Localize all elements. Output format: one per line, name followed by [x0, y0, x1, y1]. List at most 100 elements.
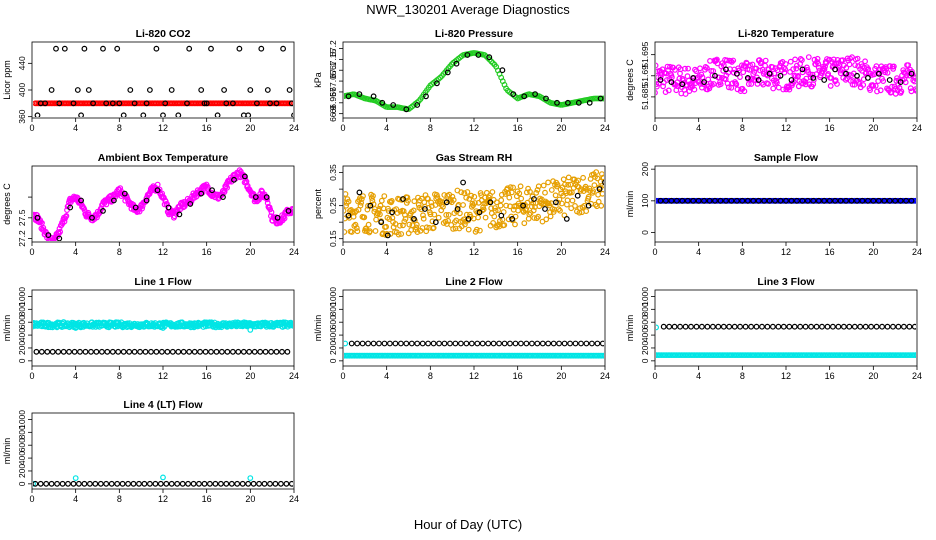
data-point	[348, 340, 355, 347]
x-tick-label: 12	[158, 247, 168, 257]
data-point	[344, 229, 348, 235]
data-point	[378, 219, 385, 226]
data-point	[906, 323, 913, 330]
data-point	[139, 205, 146, 212]
x-tick-label: 0	[29, 371, 34, 381]
y-tick-label: 66.95	[328, 92, 338, 114]
x-tick-label: 0	[29, 494, 34, 504]
plot-frame	[654, 165, 918, 243]
data-point	[256, 480, 263, 487]
data-point	[432, 219, 439, 226]
data-point	[160, 112, 166, 117]
data-point	[188, 198, 195, 205]
data-point	[196, 480, 202, 487]
data-point	[463, 194, 470, 201]
data-point	[712, 197, 718, 204]
data-point	[381, 193, 388, 200]
data-point	[873, 323, 880, 330]
data-point	[354, 228, 361, 235]
data-point	[474, 340, 481, 347]
data-point	[492, 207, 499, 214]
data-point	[750, 197, 757, 204]
data-point	[410, 207, 417, 214]
data-point	[127, 87, 134, 93]
panel-7: Line 2 Flow ml/min 0 4 8 12 16 20 24 0 20040060080…	[313, 276, 610, 381]
x-tick-label: 24	[289, 123, 299, 133]
data-point	[449, 193, 456, 200]
data-point	[359, 340, 366, 347]
data-point	[390, 102, 397, 108]
x-tick-label: 12	[781, 371, 791, 381]
data-point	[164, 201, 171, 208]
data-point	[602, 179, 604, 186]
data-point	[668, 79, 675, 85]
data-point	[169, 348, 176, 355]
data-point	[548, 187, 555, 193]
data-point	[686, 88, 693, 94]
data-point	[510, 184, 516, 191]
data-point	[734, 70, 740, 77]
data-point	[879, 323, 885, 330]
data-point	[114, 45, 121, 52]
y-tick-label: 0.15	[328, 230, 338, 247]
data-point	[279, 348, 285, 355]
data-point	[782, 61, 789, 67]
panel-title: Li-820 CO2	[136, 28, 191, 40]
data-point	[344, 202, 349, 209]
x-tick-label: 24	[289, 247, 299, 257]
data-point	[239, 480, 246, 487]
x-tick-label: 4	[73, 494, 78, 504]
data-point	[843, 197, 849, 204]
data-point	[854, 197, 860, 204]
data-point	[231, 176, 237, 183]
data-point	[370, 93, 377, 100]
data-point	[737, 323, 743, 330]
data-point	[547, 213, 554, 220]
data-point	[602, 183, 604, 189]
plot-area	[33, 167, 293, 241]
y-axis-label: ml/min	[625, 191, 635, 218]
data-point	[507, 184, 514, 191]
data-point	[720, 67, 727, 74]
data-point	[365, 221, 372, 228]
data-point	[908, 197, 915, 204]
data-point	[515, 207, 521, 214]
data-point	[895, 323, 902, 330]
data-point	[389, 209, 396, 216]
y-tick-label: 200	[640, 341, 650, 355]
data-point	[60, 348, 67, 355]
data-point	[725, 84, 732, 91]
panel-title: Ambient Box Temperature	[98, 152, 229, 164]
data-point	[354, 340, 361, 347]
x-tick-label: 16	[202, 371, 212, 381]
panel-4: Gas Stream RH percent 0 4 8 12 16 20 24 0.15 0.25 0…	[313, 152, 610, 257]
data-point	[157, 480, 164, 487]
data-point	[250, 480, 257, 487]
data-point	[783, 197, 789, 204]
data-point	[272, 480, 279, 487]
data-point	[463, 340, 470, 347]
data-point	[201, 100, 208, 107]
data-point	[460, 179, 467, 186]
data-point	[775, 323, 782, 330]
data-point	[203, 100, 210, 107]
panel-title: Sample Flow	[754, 152, 819, 164]
data-point	[886, 197, 893, 204]
data-point	[221, 188, 228, 195]
data-point	[526, 211, 533, 218]
data-point	[859, 197, 866, 204]
y-tick-label: 0	[17, 358, 27, 363]
data-point	[914, 198, 916, 204]
x-tick-label: 16	[825, 123, 835, 133]
data-point	[209, 187, 216, 194]
data-point	[348, 229, 355, 235]
y-tick-label: 1000	[17, 287, 27, 306]
data-point	[805, 54, 812, 60]
data-point	[246, 348, 253, 355]
data-point	[890, 323, 896, 330]
data-point	[74, 87, 81, 93]
data-point	[685, 65, 691, 72]
data-point	[411, 198, 418, 205]
data-point	[345, 198, 352, 205]
data-point	[398, 231, 405, 237]
